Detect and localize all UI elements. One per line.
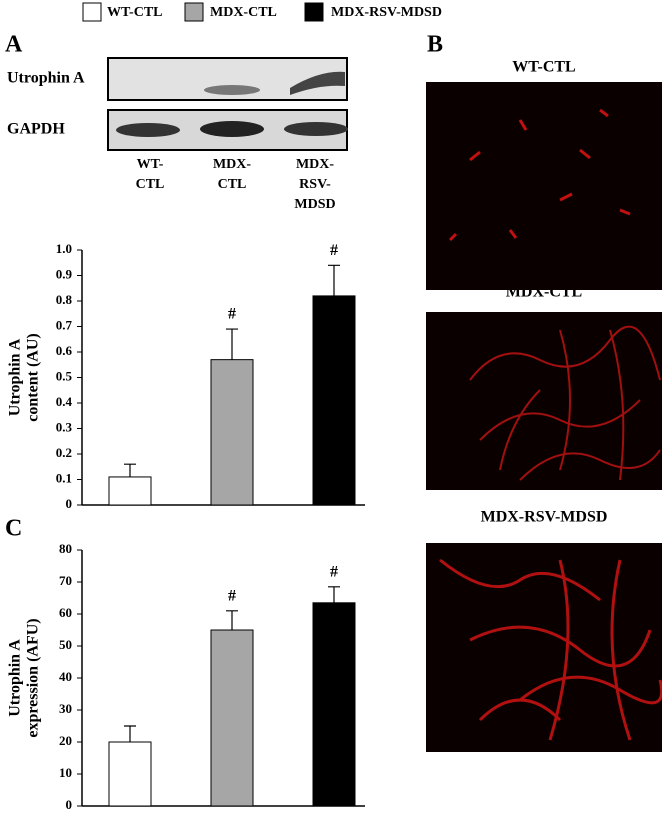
y-tick-label: 0.2 [56, 445, 72, 460]
y-axis-label: Utrophin A [7, 639, 24, 717]
image-title: WT-CTL [512, 59, 575, 76]
bar [312, 295, 356, 506]
micrograph [426, 543, 662, 752]
y-axis-label: Utrophin A [7, 338, 24, 416]
y-tick-label: 0.5 [56, 368, 73, 383]
y-tick-label: 0.7 [56, 317, 73, 332]
bar [210, 629, 254, 807]
annotation: # [330, 242, 338, 259]
y-tick-label: 60 [59, 605, 72, 620]
y-axis-label: expression (AFU) [25, 618, 42, 737]
y-axis-label: content (AU) [25, 333, 42, 421]
y-tick-label: 80 [59, 541, 72, 556]
bar [108, 476, 152, 506]
blot-row-label: GAPDH [7, 121, 65, 138]
y-tick-label: 1.0 [56, 241, 72, 256]
error-bar [328, 264, 340, 296]
annotation: # [228, 306, 236, 323]
y-tick-label: 40 [59, 669, 72, 684]
image-title: MDX-RSV-MDSD [481, 509, 608, 526]
lane-label: MDX- [213, 157, 251, 172]
panel-label: B [427, 32, 443, 58]
legend-label: MDX-CTL [210, 5, 277, 20]
error-bar [124, 463, 136, 477]
bar [312, 602, 356, 807]
bar [210, 359, 254, 506]
y-tick-label: 70 [59, 573, 72, 588]
annotation: # [330, 563, 338, 580]
lane-label: RSV- [299, 177, 331, 192]
lane-label: MDSD [294, 197, 335, 212]
bar [108, 741, 152, 807]
y-tick-label: 0 [66, 496, 73, 511]
y-tick-label: 50 [59, 637, 72, 652]
error-bar [328, 586, 340, 603]
legend-label: WT-CTL [107, 5, 163, 20]
y-tick-label: 10 [59, 765, 72, 780]
lane-label: MDX- [296, 157, 334, 172]
annotation: # [228, 587, 236, 604]
y-tick-label: 20 [59, 733, 72, 748]
error-bar [226, 328, 238, 360]
y-tick-label: 0 [66, 797, 73, 812]
legend-swatch [82, 2, 102, 22]
y-tick-label: 0.1 [56, 470, 72, 485]
lane-label: CTL [218, 177, 247, 192]
lane-label: WT- [137, 157, 164, 172]
y-tick-label: 0.3 [56, 419, 73, 434]
legend-label: MDX-RSV-MDSD [331, 5, 442, 20]
y-tick-label: 30 [59, 701, 72, 716]
legend-swatch [304, 2, 324, 22]
lane-label: CTL [136, 177, 165, 192]
error-bar [124, 725, 136, 742]
panel-label: C [5, 516, 22, 542]
y-tick-label: 0.8 [56, 292, 73, 307]
panel-label: A [5, 32, 23, 58]
blot [107, 57, 348, 151]
y-tick-label: 0.6 [56, 343, 73, 358]
y-tick-label: 0.4 [56, 394, 73, 409]
blot-row-label: Utrophin A [7, 70, 85, 87]
micrograph [426, 312, 662, 490]
legend-swatch [184, 2, 204, 22]
error-bar [226, 610, 238, 630]
y-tick-label: 0.9 [56, 266, 73, 281]
micrograph [426, 82, 662, 290]
